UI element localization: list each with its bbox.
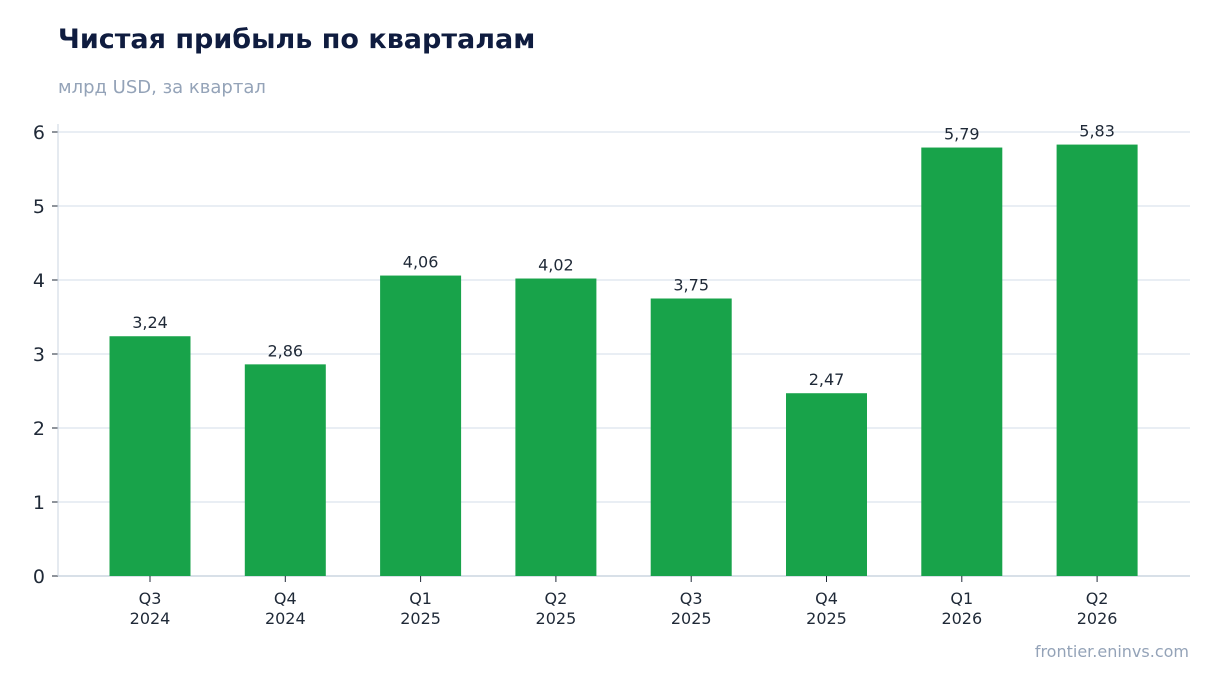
labels: 3,24 2,86 4,06 4,02 3,75 2,47 5,79 5,83 — [132, 122, 1115, 390]
bar-value-label: 2,86 — [267, 341, 303, 360]
gridlines — [58, 131, 1190, 503]
bars — [109, 144, 1138, 577]
x-tick-label: 2024 — [265, 609, 306, 628]
bar — [109, 336, 191, 576]
x-tick-label: 2024 — [130, 609, 171, 628]
bar-value-label: 3,24 — [132, 313, 168, 332]
y-tick-label: 5 — [33, 196, 45, 218]
x-tick-label: Q3 — [680, 589, 703, 608]
bar-value-label: 2,47 — [809, 370, 845, 389]
source-watermark: frontier.eninvs.com — [1034, 642, 1189, 661]
x-tick-label: 2025 — [671, 609, 712, 628]
y-tick-label: 6 — [33, 122, 45, 144]
x-tick-label: 2025 — [806, 609, 847, 628]
bar — [1056, 144, 1138, 576]
y-tick-label: 2 — [33, 418, 45, 440]
x-tick-label: 2025 — [536, 609, 577, 628]
x-tick-label: Q3 — [139, 589, 162, 608]
bar — [921, 147, 1003, 577]
chart-subtitle: млрд USD, за квартал — [58, 77, 266, 98]
bar-value-label: 4,06 — [403, 253, 439, 272]
bar-value-label: 5,83 — [1079, 122, 1115, 141]
x-tick-label: Q4 — [815, 589, 838, 608]
bar — [515, 278, 597, 576]
y-tick-label: 3 — [33, 344, 45, 366]
axes: 0123456Q32024Q42024Q12025Q22025Q32025Q42… — [33, 122, 1190, 628]
bar-value-label: 4,02 — [538, 256, 574, 275]
y-tick-label: 4 — [33, 270, 45, 292]
bar-value-label: 5,79 — [944, 125, 980, 144]
bar — [786, 393, 867, 576]
bar — [380, 275, 462, 576]
y-tick-label: 1 — [33, 492, 45, 514]
x-tick-label: Q4 — [274, 589, 297, 608]
chart-title: Чистая прибыль по кварталам — [58, 24, 536, 55]
bar-value-label: 3,75 — [673, 276, 709, 295]
y-tick-label: 0 — [33, 566, 45, 588]
x-tick-label: 2026 — [941, 609, 982, 628]
x-tick-label: Q2 — [1086, 589, 1109, 608]
bar — [244, 364, 326, 576]
x-tick-label: 2025 — [400, 609, 441, 628]
x-tick-label: 2026 — [1077, 609, 1118, 628]
x-tick-label: Q1 — [409, 589, 432, 608]
x-tick-label: Q2 — [545, 589, 568, 608]
bar — [650, 298, 732, 576]
x-tick-label: Q1 — [950, 589, 973, 608]
